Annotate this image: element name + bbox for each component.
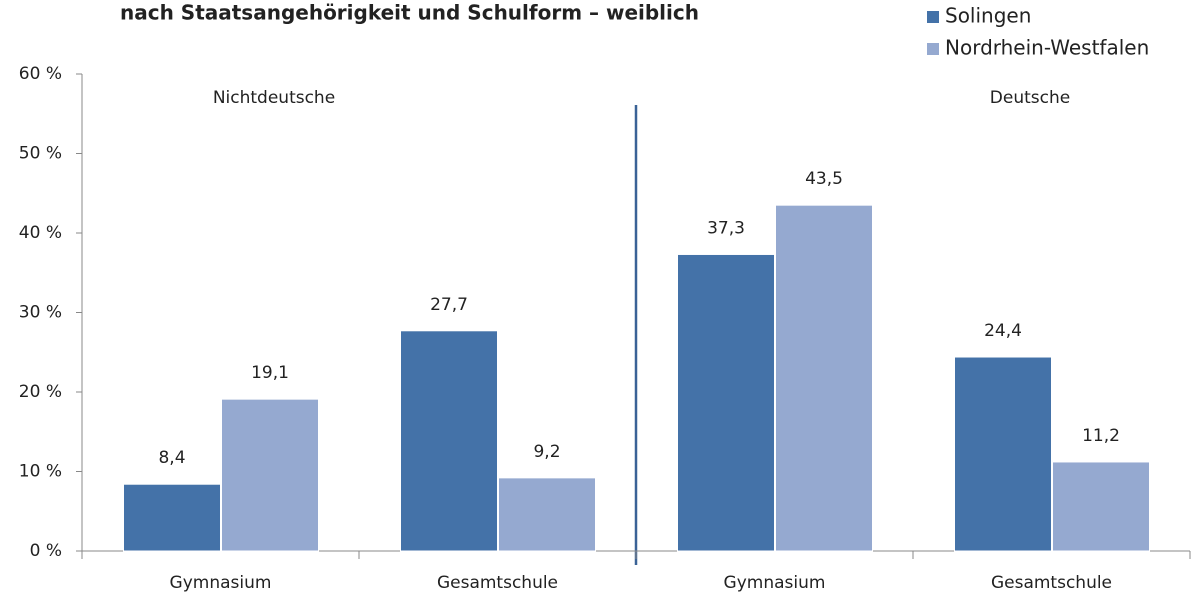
legend-swatch: [927, 43, 939, 55]
bar: [677, 253, 775, 552]
bar: [1052, 461, 1150, 552]
x-tick-label: Gymnasium: [170, 573, 272, 593]
data-label: 27,7: [430, 295, 468, 315]
data-label: 9,2: [533, 442, 560, 462]
data-label: 8,4: [158, 448, 185, 468]
y-tick-label: 40 %: [19, 223, 62, 243]
annotation: Nichtdeutsche: [213, 88, 335, 108]
y-tick-label: 20 %: [19, 382, 62, 402]
bar: [498, 477, 596, 552]
bar: [123, 483, 221, 552]
x-tick-label: Gesamtschule: [991, 573, 1112, 593]
data-label: 43,5: [805, 169, 843, 189]
data-label: 19,1: [251, 363, 289, 383]
y-tick-label: 0 %: [30, 541, 62, 561]
y-tick-label: 50 %: [19, 144, 62, 164]
x-tick-label: Gesamtschule: [437, 573, 558, 593]
data-label: 24,4: [984, 321, 1022, 341]
legend-label: Solingen: [945, 4, 1031, 28]
y-tick-label: 10 %: [19, 462, 62, 482]
y-tick-label: 30 %: [19, 303, 62, 323]
legend-label: Nordrhein-Westfalen: [945, 36, 1149, 60]
bar: [221, 398, 319, 552]
chart-title: nach Staatsangehörigkeit und Schulform –…: [120, 1, 699, 25]
bar: [775, 204, 873, 552]
data-label: 37,3: [707, 218, 745, 238]
data-label: 11,2: [1082, 426, 1120, 446]
annotation: Deutsche: [990, 88, 1070, 108]
bar: [400, 330, 498, 552]
legend-swatch: [927, 11, 939, 23]
y-tick-label: 60 %: [19, 64, 62, 84]
x-tick-label: Gymnasium: [724, 573, 826, 593]
bar: [954, 356, 1052, 552]
